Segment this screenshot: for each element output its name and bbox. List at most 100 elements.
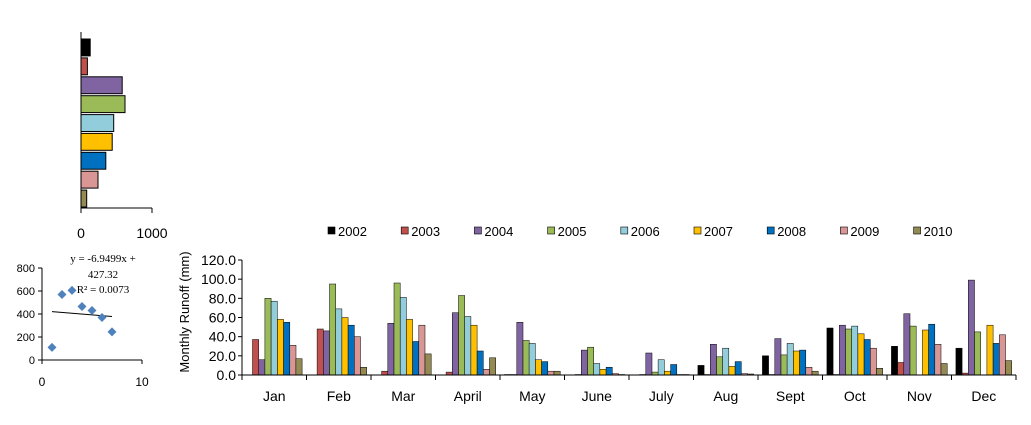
month-label-Mar: Mar	[391, 388, 415, 404]
bar-May-2007	[535, 359, 542, 376]
scatter-chart: 0 200 400 600 800 0 10 y = -6.9499x + 427.32 R² =…	[17, 253, 149, 389]
bar-Feb-2009	[354, 336, 361, 376]
month-label-April: April	[454, 388, 482, 404]
bar-Nov-2009	[934, 344, 942, 376]
bar-July-2004	[645, 352, 653, 376]
bar-Jan-2010	[295, 358, 303, 376]
bar-Aug-2007	[728, 366, 736, 376]
bar-Sept-2002	[762, 355, 769, 376]
month-label-Dec: Dec	[971, 388, 996, 404]
trendline-equation-line: R² = 0.0073	[77, 284, 130, 296]
legend-label-2009: 2009	[850, 224, 879, 239]
bar-Jan-2006	[270, 300, 278, 376]
monthly-runoff-chart: 2002 2003 2004 2005 2006 2007 2008 2009 2010 0.0 2…	[177, 224, 1017, 404]
bar-Nov-2002	[891, 346, 898, 376]
month-label-Aug: Aug	[713, 388, 738, 404]
month-label-Jan: Jan	[263, 388, 286, 404]
bar-Dec-2009	[999, 334, 1006, 376]
bar-Feb-2003	[316, 328, 324, 376]
bar-May-2008	[541, 361, 549, 376]
trendline-equation-line: 427.32	[88, 269, 118, 281]
month-label-Oct: Oct	[844, 388, 866, 404]
bar-Jan-2009	[289, 345, 297, 376]
bar-Nov-2004	[903, 313, 911, 376]
bar-Jan-2004	[258, 359, 266, 376]
legend-swatch-2008	[766, 226, 775, 235]
bar-June-2006	[593, 363, 601, 376]
legend-label-2007: 2007	[704, 224, 733, 239]
bar-Sept-2005	[780, 354, 788, 376]
legend-swatch-2010	[913, 226, 921, 235]
bar-Sept-2004	[774, 338, 782, 376]
legend-swatch-2007	[693, 226, 702, 235]
bar-Dec-2010	[1005, 360, 1012, 376]
bar-May-2006	[528, 343, 536, 376]
legend-label-2005: 2005	[558, 224, 587, 239]
month-label-July: July	[649, 388, 674, 404]
hbar-2005	[80, 95, 126, 114]
hbar-x-tick-label: 0	[77, 225, 85, 241]
bar-June-2008	[605, 367, 613, 376]
main-y-tick-label: 120.0	[201, 252, 236, 268]
bar-April-2004	[452, 312, 459, 376]
legend-swatch-2002	[327, 226, 336, 235]
main-y-tick-label: 60.0	[209, 310, 236, 326]
bar-Dec-2007	[986, 324, 994, 376]
bar-Jan-2005	[264, 298, 272, 376]
bar-Aug-2004	[710, 344, 717, 376]
bar-Mar-2009	[418, 324, 426, 376]
legend-label-2006: 2006	[631, 224, 660, 239]
bar-Mar-2005	[393, 282, 401, 376]
scatter-point	[57, 289, 67, 299]
month-label-May: May	[519, 388, 545, 404]
scatter-x-tick-label: 0	[39, 375, 46, 389]
legend-label-2004: 2004	[484, 224, 513, 239]
bar-Oct-2009	[870, 347, 877, 376]
bar-Mar-2003	[381, 370, 389, 376]
bar-July-2006	[657, 359, 665, 376]
bar-Nov-2003	[897, 362, 905, 376]
bar-Mar-2004	[387, 323, 395, 376]
bar-April-2005	[458, 295, 465, 376]
bar-Mar-2006	[399, 297, 407, 376]
bar-June-2005	[587, 346, 594, 376]
bar-Sept-2007	[793, 350, 800, 376]
month-label-Sept: Sept	[776, 388, 805, 404]
bar-Dec-2005	[974, 331, 981, 376]
bar-Oct-2008	[863, 339, 871, 376]
hbar-2003	[80, 57, 88, 76]
bar-Oct-2007	[857, 333, 865, 376]
scatter-point	[77, 302, 87, 312]
main-y-axis-label: Monthly Runoff (mm)	[177, 251, 192, 372]
bar-Feb-2008	[347, 324, 355, 376]
scatter-point	[107, 327, 117, 337]
scatter-point	[47, 342, 57, 352]
scatter-x-tick-label: 10	[135, 375, 149, 389]
month-label-Feb: Feb	[327, 388, 351, 404]
bar-Sept-2006	[786, 343, 794, 376]
bar-Sept-2008	[799, 349, 807, 376]
bar-Feb-2010	[360, 367, 367, 376]
hbar-x-tick-label: 1000	[136, 225, 167, 241]
hbar-2002	[80, 38, 91, 57]
bar-Dec-2004	[968, 279, 975, 376]
scatter-y-tick-label: 400	[17, 309, 35, 321]
bar-Aug-2002	[697, 365, 705, 376]
bar-Mar-2008	[412, 341, 420, 376]
bar-May-2010	[553, 370, 561, 376]
bar-April-2006	[464, 316, 472, 376]
scatter-point	[67, 285, 77, 295]
scatter-point	[87, 306, 97, 316]
bar-April-2009	[483, 369, 490, 376]
hbar-2006	[80, 114, 115, 132]
bar-Oct-2010	[876, 368, 883, 376]
horizontal-bar-chart: 0 1000	[77, 32, 168, 241]
legend-swatch-2005	[547, 226, 555, 235]
bar-Nov-2007	[922, 329, 929, 376]
bar-Nov-2010	[940, 363, 948, 376]
bar-Oct-2006	[851, 325, 859, 376]
bar-Nov-2008	[928, 323, 936, 376]
legend-swatch-2009	[840, 226, 848, 235]
bar-Dec-2002	[955, 347, 963, 376]
main-y-tick-label: 100.0	[201, 271, 236, 287]
